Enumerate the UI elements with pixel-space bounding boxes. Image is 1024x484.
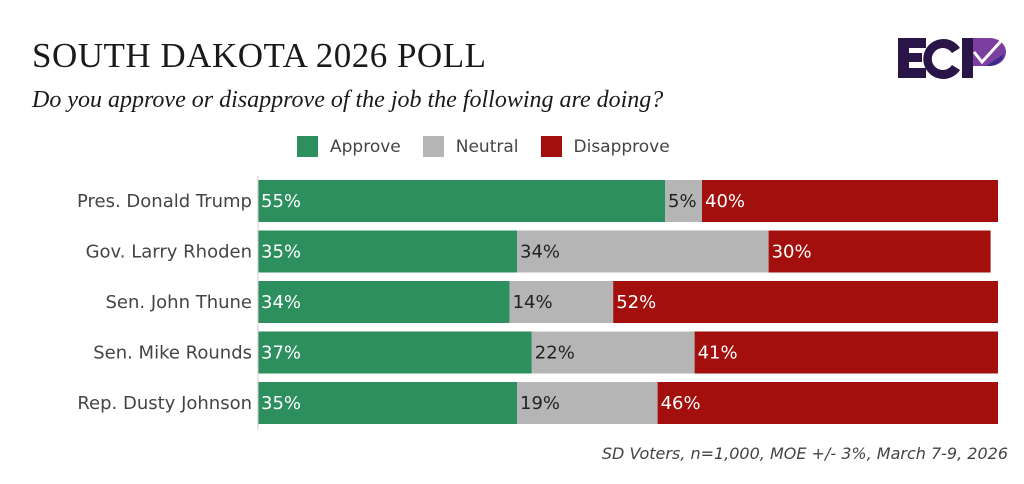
category-label: Rep. Dusty Johnson (77, 393, 252, 414)
data-label-disapprove: 30% (772, 242, 812, 263)
legend-label-disapprove: Disapprove (573, 136, 670, 157)
data-label-disapprove: 52% (616, 292, 656, 313)
legend-label-neutral: Neutral (455, 136, 519, 157)
chart-footnote: SD Voters, n=1,000, MOE +/- 3%, March 7-… (601, 444, 1008, 463)
data-label-approve: 34% (261, 292, 301, 313)
bar-segment-neutral (509, 281, 614, 323)
data-label-neutral: 5% (668, 191, 697, 212)
logo-letter-c (923, 39, 960, 79)
bar-segment-neutral (665, 180, 702, 222)
bar-segment-neutral (531, 331, 695, 374)
chart-title: SOUTH DAKOTA 2026 POLL (32, 36, 487, 75)
data-label-approve: 35% (261, 242, 301, 263)
data-label-neutral: 34% (520, 242, 560, 263)
legend-swatch-disapprove (540, 136, 562, 157)
bar-segment-neutral (517, 230, 769, 273)
ecp-logo (898, 38, 1006, 79)
data-label-approve: 55% (261, 191, 301, 212)
category-label: Pres. Donald Trump (77, 191, 252, 212)
legend-item-disapprove: Disapprove (540, 136, 670, 157)
legend-item-neutral: Neutral (422, 136, 519, 157)
bar-segment-disapprove (694, 331, 998, 374)
bar-segment-neutral (517, 382, 658, 424)
bar-segment-approve (258, 281, 510, 323)
data-label-neutral: 19% (520, 393, 560, 414)
bar-segment-disapprove (702, 180, 998, 222)
chart-legend: Approve Neutral Disapprove (297, 136, 692, 157)
category-label: Gov. Larry Rhoden (86, 242, 252, 263)
logo-letter-p (962, 38, 1006, 78)
data-label-neutral: 14% (513, 292, 553, 313)
bar-segment-approve (258, 180, 665, 222)
bar-segment-disapprove (768, 230, 991, 273)
data-label-approve: 37% (261, 343, 301, 364)
chart-subtitle: Do you approve or disapprove of the job … (32, 87, 664, 113)
bar-segment-disapprove (657, 382, 998, 424)
legend-label-approve: Approve (330, 136, 401, 157)
data-label-disapprove: 40% (705, 191, 745, 212)
category-label: Sen. Mike Rounds (93, 343, 252, 364)
bar-segment-disapprove (613, 281, 998, 323)
legend-swatch-neutral (422, 136, 444, 157)
legend-swatch-approve (297, 136, 318, 157)
data-label-approve: 35% (261, 393, 301, 414)
bar-segment-approve (258, 331, 532, 374)
data-label-disapprove: 41% (698, 343, 738, 364)
bar-segment-approve (258, 230, 517, 273)
data-label-neutral: 22% (535, 343, 575, 364)
legend-item-approve: Approve (297, 136, 401, 157)
logo-letter-e (898, 38, 926, 78)
data-label-disapprove: 46% (661, 393, 701, 414)
category-label: Sen. John Thune (105, 292, 252, 313)
bar-segment-approve (258, 382, 517, 424)
